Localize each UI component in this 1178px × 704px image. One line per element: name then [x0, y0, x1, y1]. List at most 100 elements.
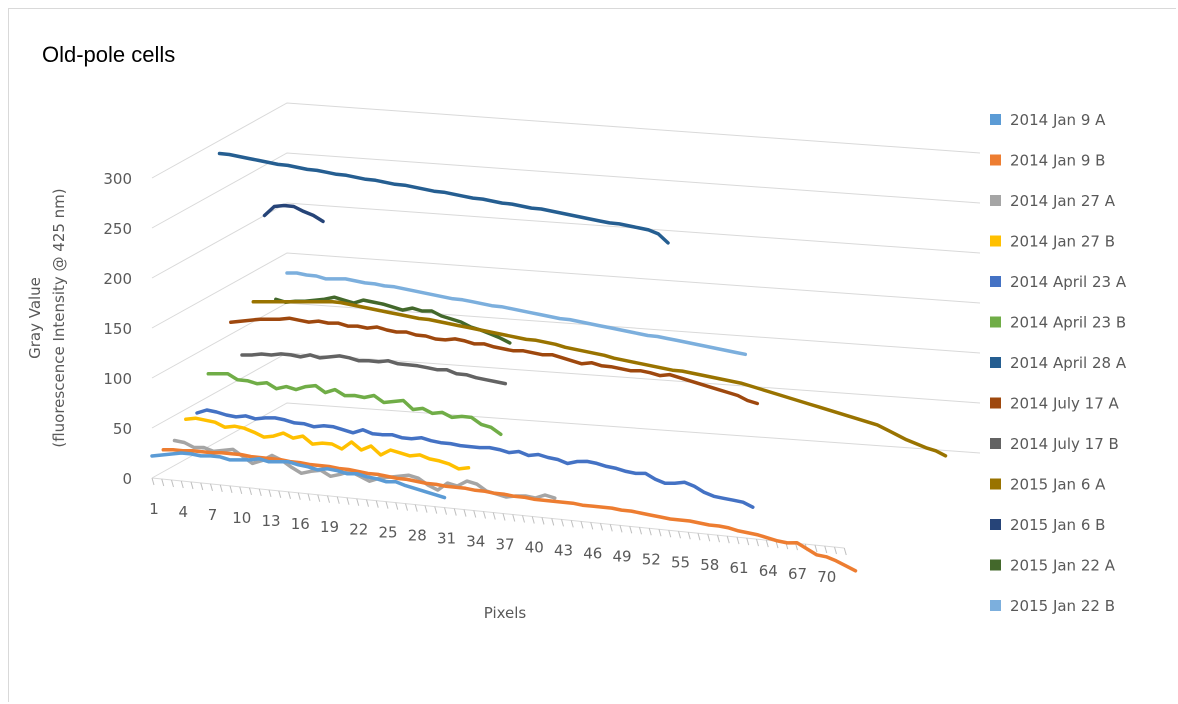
series-line: [251, 299, 948, 458]
legend-label: 2014 Jan 9 A: [1010, 111, 1106, 129]
legend-label: 2015 Jan 6 B: [1010, 516, 1105, 534]
x-tick-mark: [366, 499, 369, 507]
legend-label: 2014 July 17 A: [1010, 395, 1120, 413]
x-tick-mark: [668, 530, 672, 538]
x-tick-mark: [414, 504, 418, 512]
x-tick-label: 13: [261, 512, 280, 530]
legend: 2014 Jan 9 A 2014 Jan 9 B 2014 Jan 27 A 201…: [990, 111, 1127, 615]
x-tick-mark: [161, 478, 165, 487]
x-tick-mark: [590, 522, 594, 530]
legend-swatch: [990, 235, 1001, 247]
x-tick-mark: [561, 519, 564, 527]
series-line: [262, 203, 325, 224]
x-tick-mark: [502, 513, 506, 521]
legend-swatch: [990, 316, 1001, 328]
x-tick-mark: [327, 495, 330, 503]
x-tick-mark: [385, 501, 389, 509]
x-tick-mark: [288, 491, 291, 499]
x-tick-label: 64: [759, 562, 778, 580]
y-tick-label: 150: [103, 320, 132, 338]
legend-swatch: [990, 114, 1001, 125]
legend-swatch: [990, 154, 1001, 166]
gridline: [151, 102, 981, 179]
x-tick-label: 49: [612, 547, 631, 565]
x-tick-mark: [522, 515, 525, 523]
y-axis-title-line2: (fluorescence Intensity @ 425 nm): [50, 188, 68, 447]
x-axis: 1 4 7 10 13 16 19 22 25 28 31 34 37 40 43 46 49 52 55 58 61 6…: [149, 477, 847, 586]
x-tick-mark: [190, 481, 194, 490]
legend-swatch: [990, 478, 1001, 490]
y-tick-label: 200: [103, 270, 132, 288]
y-tick-label: 300: [103, 170, 132, 188]
x-tick-label: 25: [378, 524, 397, 542]
x-tick-mark: [707, 534, 711, 542]
x-tick-label: 61: [729, 559, 748, 577]
x-tick-mark: [463, 509, 467, 517]
x-tick-label: 7: [208, 506, 218, 524]
x-tick-mark: [746, 538, 750, 546]
x-tick-mark: [531, 516, 535, 524]
legend-label: 2015 Jan 22 A: [1010, 557, 1116, 575]
x-tick-mark: [512, 514, 516, 522]
x-tick-label: 4: [178, 503, 188, 521]
x-tick-mark: [356, 498, 360, 506]
x-tick-mark: [726, 536, 730, 544]
legend-swatch: [990, 397, 1001, 409]
x-tick-mark: [405, 503, 408, 511]
x-tick-label: 70: [817, 568, 836, 586]
x-tick-mark: [473, 510, 477, 518]
x-tick-label: 34: [466, 533, 485, 551]
x-tick-mark: [483, 511, 486, 519]
chart-area: [8, 8, 1176, 702]
x-axis-line: [151, 477, 845, 549]
x-tick-mark: [639, 527, 642, 535]
x-tick-mark: [619, 525, 623, 533]
legend-label: 2014 April 23 B: [1010, 314, 1126, 332]
legend-swatch: [990, 276, 1001, 287]
x-tick-label: 58: [700, 556, 719, 574]
x-tick-mark: [834, 546, 837, 555]
series-line: [206, 371, 503, 437]
x-tick-mark: [678, 531, 681, 539]
gridline: [151, 202, 981, 279]
x-tick-mark: [600, 523, 603, 531]
y-axis-title-line1: Gray Value: [26, 277, 44, 359]
series-line: [285, 271, 748, 357]
x-tick-mark: [453, 508, 457, 516]
x-tick-mark: [268, 489, 272, 497]
x-tick-mark: [229, 485, 233, 494]
legend-label: 2015 Jan 22 B: [1010, 597, 1115, 615]
gridline: [151, 302, 981, 379]
x-axis-title: Pixels: [484, 604, 527, 622]
x-tick-label: 1: [149, 500, 159, 518]
x-tick-mark: [336, 496, 340, 504]
series-line: [217, 151, 670, 245]
x-tick-label: 46: [583, 544, 602, 562]
legend-label: 2014 Jan 27 A: [1010, 192, 1116, 210]
x-tick-mark: [492, 512, 496, 520]
x-tick-label: 31: [437, 530, 456, 548]
x-tick-mark: [541, 517, 545, 525]
x-tick-mark: [570, 520, 574, 528]
legend-swatch: [990, 357, 1001, 368]
x-tick-mark: [648, 528, 652, 536]
y-tick-label: 100: [103, 370, 132, 388]
series-line: [150, 451, 447, 500]
y-tick-label: 50: [113, 420, 132, 438]
legend-swatch: [990, 195, 1001, 206]
x-tick-label: 28: [408, 527, 427, 545]
legend-label: 2014 Jan 27 B: [1010, 233, 1115, 251]
x-tick-mark: [171, 479, 174, 488]
x-tick-label: 16: [291, 515, 310, 533]
x-tick-mark: [658, 529, 662, 537]
legend-swatch: [990, 519, 1001, 530]
x-tick-mark: [278, 490, 282, 498]
x-tick-mark: [736, 537, 740, 545]
x-tick-mark: [239, 486, 243, 495]
x-tick-mark: [180, 480, 184, 489]
x-tick-mark: [551, 518, 555, 526]
legend-swatch: [990, 559, 1001, 571]
x-tick-mark: [210, 483, 213, 492]
x-tick-mark: [219, 484, 223, 493]
